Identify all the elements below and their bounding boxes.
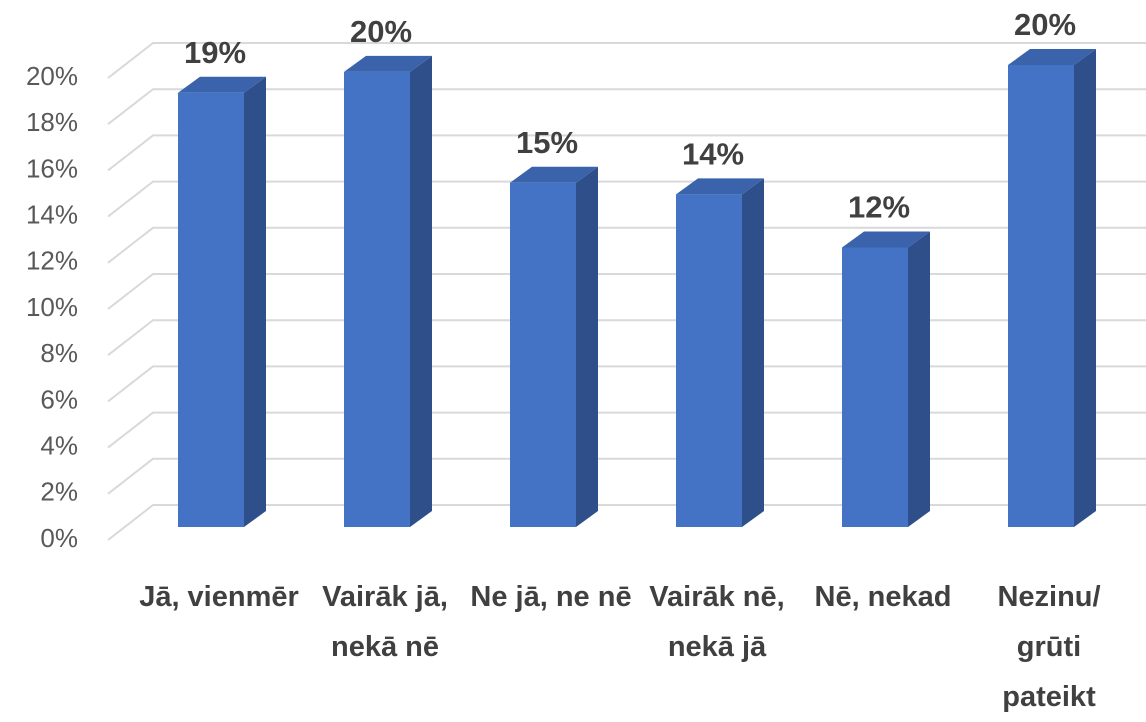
bar-side <box>742 178 764 528</box>
grid-line <box>107 88 1146 125</box>
x-tick-label: Vairāk nē, nekā jā <box>649 581 785 663</box>
y-tick-label: 6% <box>40 384 78 414</box>
bar-top <box>842 231 930 248</box>
y-tick-label: 2% <box>40 477 78 507</box>
bar-front <box>842 247 908 528</box>
grid-line <box>107 273 1146 310</box>
bar-front <box>510 182 576 527</box>
y-tick-label: 8% <box>40 338 78 368</box>
x-tick-label: Vairāk jā, nekā nē <box>322 581 448 663</box>
bar <box>676 178 764 528</box>
y-tick-label: 20% <box>26 61 78 91</box>
grid-line <box>107 226 1146 264</box>
bar <box>510 166 598 527</box>
y-tick-label: 16% <box>26 153 78 183</box>
bar-side <box>244 76 266 527</box>
grid-line <box>107 134 1146 172</box>
grid-line <box>107 365 1146 403</box>
grid-line <box>107 180 1146 218</box>
bar-side <box>908 231 930 528</box>
grid-line <box>107 504 1146 541</box>
bar <box>178 76 266 527</box>
grid-line <box>107 319 1146 356</box>
data-label: 19% <box>184 35 246 70</box>
y-tick-label: 10% <box>26 292 78 322</box>
x-tick-label: Ne jā, ne nē <box>470 581 632 613</box>
y-tick-label: 0% <box>40 523 78 553</box>
data-label: 15% <box>516 125 578 160</box>
y-tick-label: 12% <box>26 246 78 276</box>
bar-front <box>676 194 742 528</box>
bar-side <box>1074 49 1096 527</box>
bar <box>842 231 930 528</box>
bar-front <box>1008 65 1074 527</box>
data-label: 20% <box>350 14 412 49</box>
data-label: 12% <box>848 190 910 225</box>
data-label: 14% <box>682 137 744 172</box>
bar-top <box>676 178 764 195</box>
x-tick-label: Nē, nekad <box>814 581 952 613</box>
bar-side <box>410 55 432 528</box>
grid-line <box>107 457 1146 495</box>
bar-top <box>1008 49 1096 65</box>
x-tick-label: Jā, vienmēr <box>139 581 299 613</box>
bar-top <box>344 55 432 72</box>
bar-side <box>576 166 598 527</box>
bar-top <box>178 76 266 93</box>
x-tick-label: Nezinu/ grūti pateikt <box>997 581 1101 713</box>
grid-line <box>107 42 1146 79</box>
bar-front <box>178 92 244 527</box>
y-tick-label: 4% <box>40 430 78 460</box>
y-tick-label: 14% <box>26 199 78 229</box>
data-label: 20% <box>1014 7 1076 42</box>
bar <box>1008 49 1096 527</box>
bar-front <box>344 71 410 528</box>
bar-top <box>510 166 598 183</box>
bar <box>344 55 432 528</box>
grid-line <box>107 411 1146 449</box>
y-tick-label: 18% <box>26 107 78 137</box>
